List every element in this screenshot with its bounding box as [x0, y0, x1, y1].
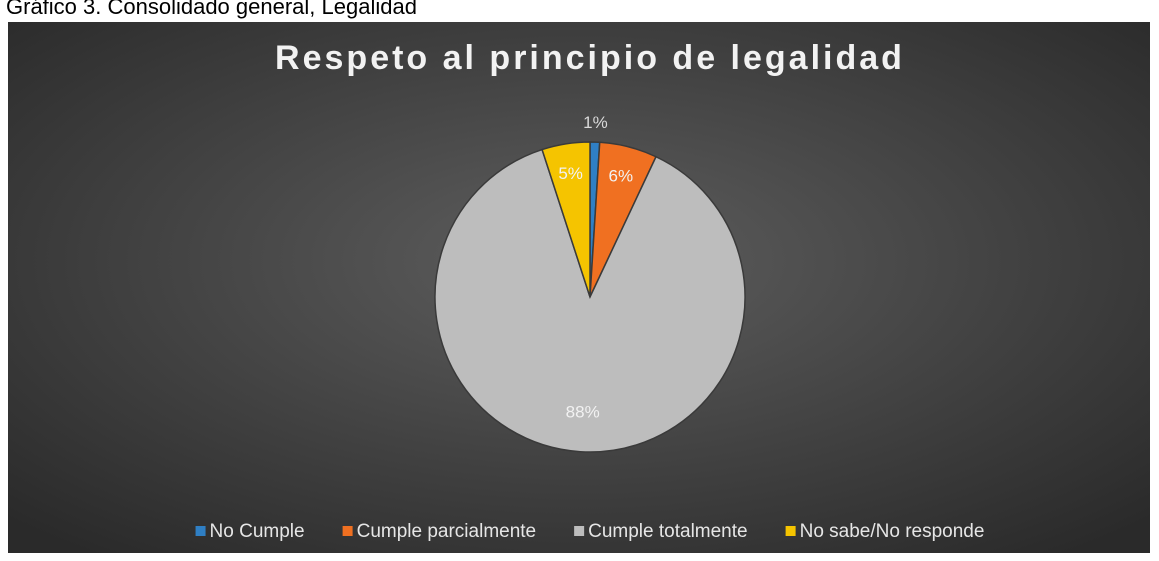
- legend-swatch: [342, 526, 353, 536]
- legend-swatch: [574, 526, 585, 536]
- legend: No Cumple Cumple parcialmente Cumple total…: [195, 521, 985, 542]
- pie: 1% 6% 88% 5%: [434, 113, 746, 453]
- legend-swatch: [195, 526, 206, 536]
- pie-slice: [541, 141, 591, 298]
- data-label: 88%: [566, 403, 600, 422]
- legend-item: No sabe/No responde: [785, 521, 985, 542]
- legend-item: Cumple totalmente: [574, 521, 748, 542]
- legend-item: Cumple parcialmente: [342, 521, 537, 542]
- data-label: 6%: [609, 166, 634, 185]
- legend-swatch: [785, 526, 796, 536]
- pie-slice: [434, 148, 746, 453]
- chart-title: Respeto al principio de legalidad: [275, 39, 905, 77]
- legend-label: No Cumple: [210, 521, 305, 542]
- legend-label: Cumple totalmente: [588, 521, 747, 542]
- data-label: 1%: [583, 113, 608, 132]
- data-label: 5%: [558, 164, 583, 183]
- legend-label: Cumple parcialmente: [357, 521, 537, 542]
- legend-item: No Cumple: [195, 521, 305, 542]
- caption: Gráfico 3. Consolidado general, Legalida…: [6, 0, 417, 19]
- legend-label: No sabe/No responde: [800, 521, 985, 542]
